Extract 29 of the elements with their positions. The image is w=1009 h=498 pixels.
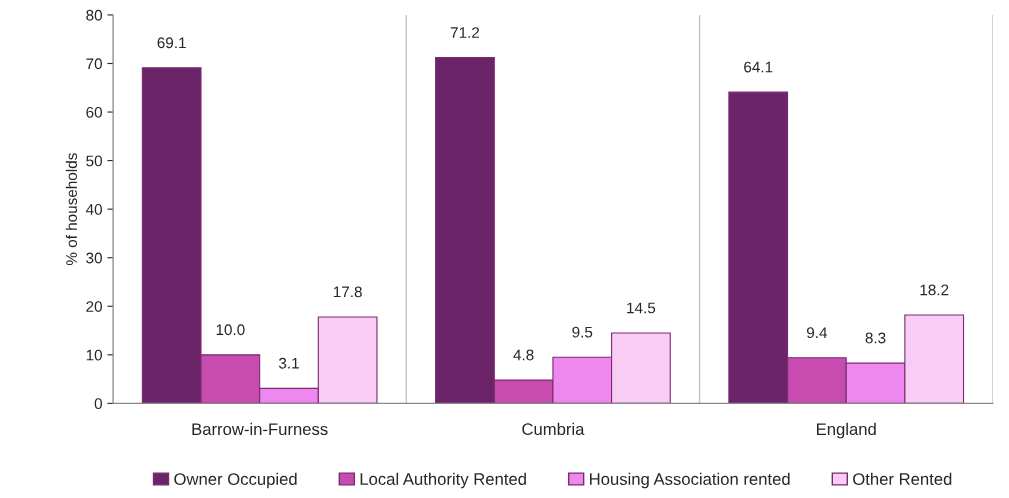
- x-tick-label: England: [817, 422, 876, 439]
- data-label: 8.3: [865, 332, 886, 344]
- y-tick-label: 50: [86, 155, 102, 167]
- y-tick-label: 10: [86, 349, 102, 361]
- legend-label: Housing Association rented: [590, 472, 790, 489]
- data-label: 71.2: [450, 27, 480, 38]
- data-label: 9.5: [572, 326, 593, 338]
- data-label: 18.2: [920, 284, 949, 296]
- data-label: 9.4: [806, 327, 828, 339]
- y-tick-label: 30: [86, 252, 102, 264]
- y-tick-label: 20: [86, 301, 102, 312]
- x-tick-label: Cumbria: [522, 422, 585, 436]
- data-label: 64.1: [744, 61, 773, 73]
- x-tick-label: Barrow-in-Furness: [192, 422, 328, 436]
- y-tick-label: 60: [86, 106, 102, 118]
- data-label: 69.1: [157, 37, 186, 49]
- legend-label: Local Authority Rented: [360, 472, 526, 489]
- y-tick-label: 0: [94, 398, 102, 410]
- y-tick-label: 40: [85, 204, 102, 215]
- y-tick-label: 70: [86, 58, 102, 70]
- legend-label: Owner Occupied: [174, 472, 297, 489]
- y-tick-label: 80: [86, 9, 102, 21]
- legend-label: Other Rented: [853, 472, 952, 485]
- data-label: 4.8: [513, 349, 534, 361]
- data-label: 10.0: [216, 324, 245, 336]
- y-axis-title: % of households: [65, 153, 78, 266]
- data-label: 3.1: [278, 357, 299, 369]
- data-label: 17.8: [333, 286, 362, 298]
- data-label: 14.5: [627, 302, 656, 314]
